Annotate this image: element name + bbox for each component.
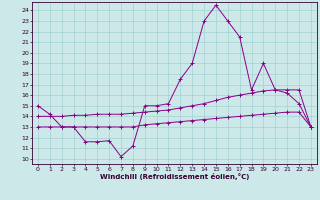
X-axis label: Windchill (Refroidissement éolien,°C): Windchill (Refroidissement éolien,°C) <box>100 173 249 180</box>
